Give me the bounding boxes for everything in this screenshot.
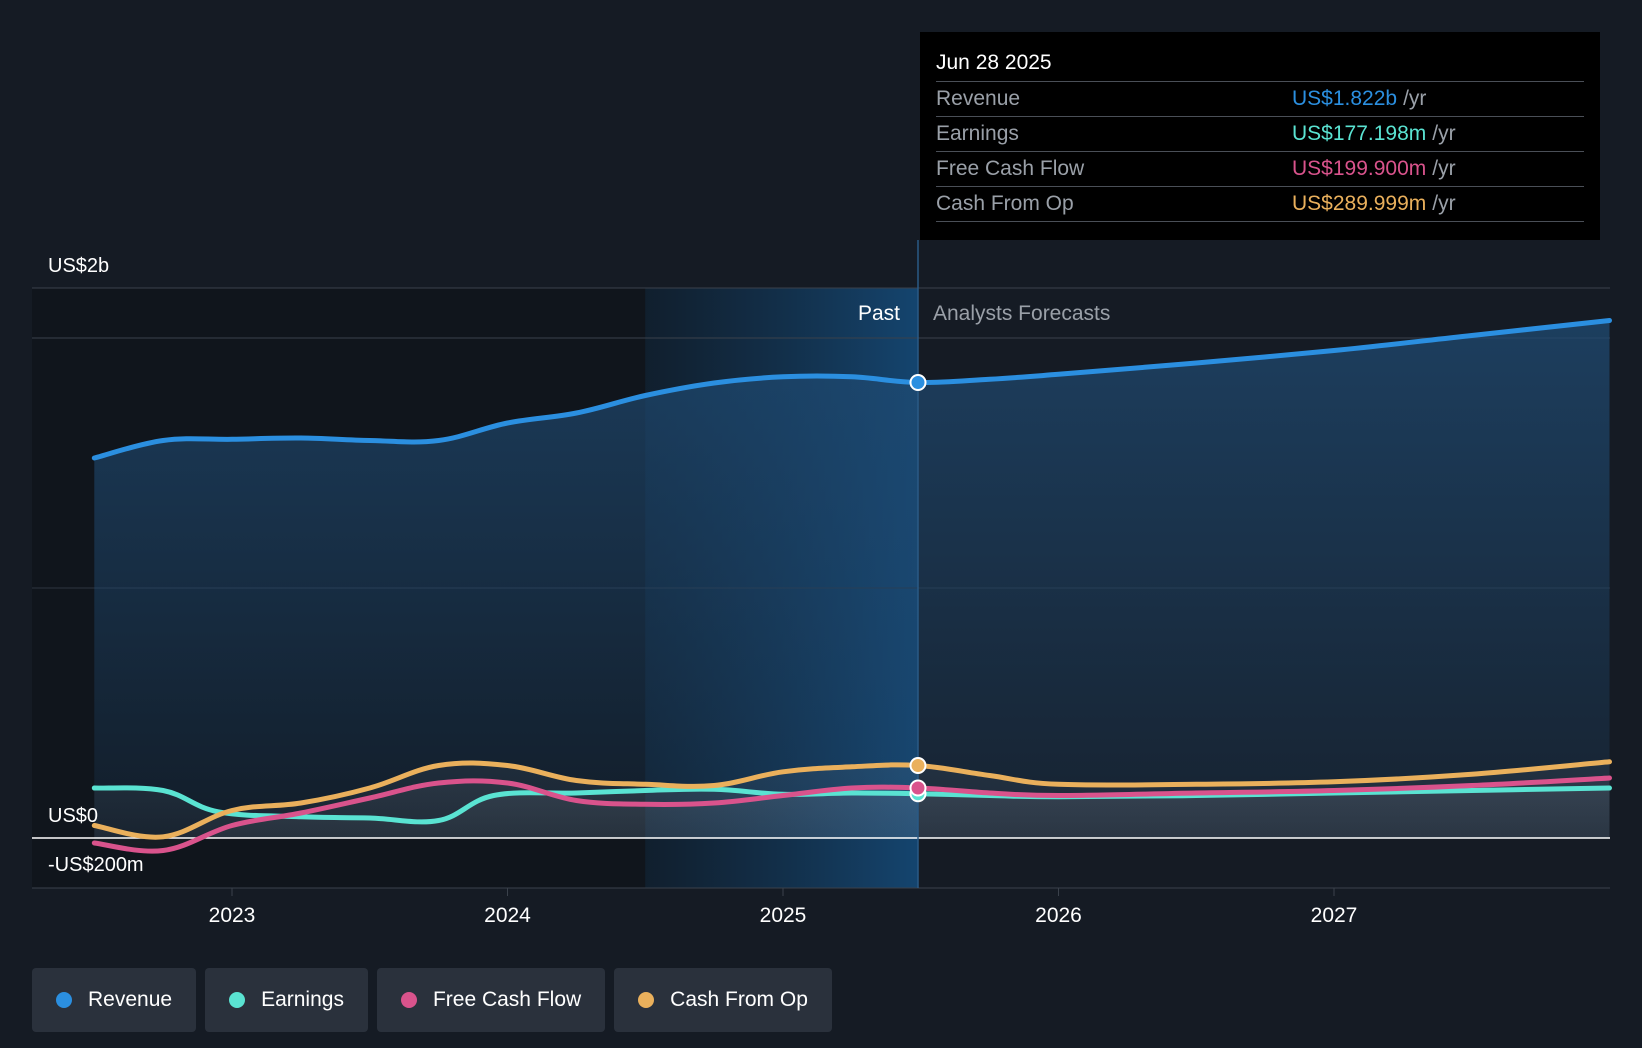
- tooltip-row-revenue: Revenue US$1.822b /yr: [936, 82, 1584, 117]
- legend-item-free-cash-flow[interactable]: Free Cash Flow: [376, 968, 606, 1032]
- legend-dot-icon: [229, 992, 246, 1008]
- chart-legend: Revenue Earnings Free Cash Flow Cash Fro…: [32, 968, 832, 1032]
- x-tick-2024: 2024: [484, 904, 531, 927]
- tooltip-label: Revenue: [936, 87, 1021, 110]
- legend-label: Earnings: [261, 988, 344, 1011]
- legend-item-cash-from-op[interactable]: Cash From Op: [614, 968, 832, 1032]
- legend-dot-icon: [56, 992, 72, 1008]
- x-tick-2025: 2025: [760, 904, 807, 927]
- marker-free-cash-flow: [909, 779, 927, 797]
- forecast-label: Analysts Forecasts: [933, 302, 1110, 325]
- tooltip-value: US$177.198m: [1292, 122, 1427, 145]
- tooltip-label: Cash From Op: [936, 192, 1074, 215]
- tooltip-unit: /yr: [1432, 157, 1456, 180]
- legend-item-earnings[interactable]: Earnings: [205, 968, 368, 1032]
- series-lines: [91, 318, 1612, 854]
- marker-cash-from-op: [909, 757, 927, 774]
- past-label: Past: [858, 302, 900, 325]
- tooltip-unit: /yr: [1432, 192, 1456, 215]
- y-tick-neg200m: -US$200m: [48, 854, 144, 876]
- tooltip-label: Earnings: [936, 122, 1019, 145]
- legend-label: Free Cash Flow: [432, 988, 582, 1011]
- marker-revenue: [909, 374, 927, 391]
- tooltip-row-cash-from-op: Cash From Op US$289.999m /yr: [936, 187, 1584, 222]
- tooltip-value: US$289.999m: [1292, 192, 1427, 215]
- tooltip-value: US$1.822b: [1292, 87, 1398, 110]
- legend-item-revenue[interactable]: Revenue: [32, 968, 197, 1032]
- tooltip-date: Jun 28 2025: [936, 46, 1584, 82]
- tooltip-row-earnings: Earnings US$177.198m /yr: [936, 117, 1584, 152]
- legend-dot-icon: [400, 992, 417, 1008]
- line-free-cash-flow: [91, 775, 1612, 854]
- legend-label: Cash From Op: [670, 988, 808, 1011]
- hover-tooltip: Jun 28 2025 Revenue US$1.822b /yr Earnin…: [920, 32, 1600, 240]
- line-cash-from-op: [91, 759, 1612, 840]
- hover-markers: [909, 374, 927, 803]
- tooltip-unit: /yr: [1432, 122, 1456, 145]
- chart-canvas: US$2b US$0 -US$200m Past Analysts Foreca…: [32, 240, 1612, 927]
- tooltip-row-free-cash-flow: Free Cash Flow US$199.900m /yr: [936, 152, 1584, 187]
- tooltip-unit: /yr: [1403, 87, 1427, 110]
- line-revenue: [91, 318, 1612, 461]
- tooltip-value: US$199.900m: [1292, 157, 1427, 180]
- y-tick-0: US$0: [48, 805, 98, 827]
- x-tick-2027: 2027: [1311, 904, 1358, 927]
- x-tick-2026: 2026: [1035, 904, 1082, 927]
- y-tick-2b: US$2b: [48, 255, 109, 277]
- area-revenue: [94, 320, 1610, 838]
- x-axis-ticks: 2023 2024 2025 2026 2027: [209, 888, 1358, 927]
- tooltip-label: Free Cash Flow: [936, 157, 1085, 180]
- legend-label: Revenue: [88, 988, 173, 1011]
- x-tick-2023: 2023: [209, 904, 256, 927]
- legend-dot-icon: [638, 992, 655, 1008]
